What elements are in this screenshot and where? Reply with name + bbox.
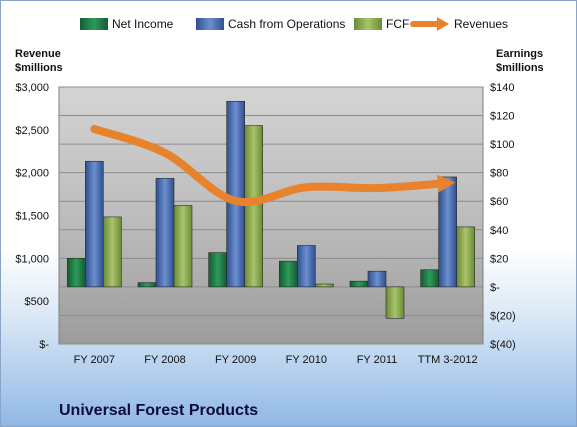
left-axis-title-line1: Revenue — [15, 48, 61, 60]
right-tick-label: $120 — [490, 111, 514, 123]
legend-swatch-fcf — [354, 18, 382, 30]
left-axis-title-line2: $millions — [15, 62, 63, 74]
fcf-bar — [385, 286, 405, 319]
right-tick-label: $(20) — [490, 310, 516, 322]
right-axis-ticks: $(40) $(20) $- $20 $40 $60 $80 $100 $120 $140 — [490, 82, 516, 351]
left-axis-ticks: $- $500 $1,000 $1,500 $2,000 $2,500 $3,000 — [15, 82, 49, 351]
net-income-bar — [349, 280, 369, 288]
cash-from-operations-bar — [85, 160, 104, 288]
left-tick-label: $2,500 — [15, 125, 49, 137]
net-income-bar — [137, 282, 157, 288]
left-tick-label: $1,000 — [15, 253, 49, 265]
fcf-bar — [244, 125, 263, 288]
right-tick-label: $80 — [490, 168, 508, 180]
fcf-bar — [103, 216, 122, 288]
legend-label-net-income: Net Income — [112, 17, 174, 31]
left-tick-label: $1,500 — [15, 211, 49, 223]
right-tick-label: $60 — [490, 196, 508, 208]
plot-area — [58, 86, 484, 345]
right-tick-label: $- — [490, 282, 500, 294]
left-tick-label: $2,000 — [15, 168, 49, 180]
bars-group — [67, 100, 475, 319]
fcf-bar — [315, 283, 334, 288]
x-tick-label: FY 2009 — [215, 354, 256, 366]
x-tick-label: FY 2008 — [144, 354, 185, 366]
x-tick-label: FY 2011 — [357, 354, 398, 366]
legend-arrowhead-revenues — [437, 17, 449, 31]
cash-from-operations-bar — [226, 100, 245, 288]
legend-label-revenues: Revenues — [454, 17, 508, 31]
net-income-bar — [67, 258, 86, 288]
legend-swatch-cash-from-operations — [196, 18, 224, 30]
gridlines — [59, 86, 483, 345]
right-tick-label: $(40) — [490, 339, 516, 351]
chart-title: Universal Forest Products — [59, 402, 258, 419]
left-tick-label: $- — [39, 339, 49, 351]
revenue-line-group — [90, 124, 456, 207]
legend-swatch-net-income — [80, 18, 108, 30]
cash-from-operations-bar — [367, 270, 387, 288]
cash-from-operations-bar — [155, 178, 175, 288]
legend: Net Income Cash from Operations FCF Reve… — [80, 17, 508, 31]
revenues-arrowhead — [437, 174, 456, 193]
net-income-bar — [208, 252, 227, 288]
x-tick-label: FY 2007 — [74, 354, 115, 366]
net-income-bar — [420, 269, 439, 288]
right-axis-title-line1: Earnings — [496, 48, 543, 60]
x-tick-label: FY 2010 — [286, 354, 327, 366]
right-tick-label: $40 — [490, 225, 508, 237]
fcf-bar — [173, 205, 193, 288]
cash-from-operations-bar — [438, 176, 457, 288]
x-tick-label: TTM 3-2012 — [418, 354, 478, 366]
x-axis-ticks: FY 2007 FY 2008 FY 2009 FY 2010 FY 2011 TTM 3… — [74, 354, 478, 366]
legend-label-cash-from-operations: Cash from Operations — [228, 17, 345, 31]
legend-label-fcf: FCF — [386, 17, 409, 31]
right-tick-label: $20 — [490, 253, 508, 265]
right-tick-label: $100 — [490, 139, 514, 151]
fcf-bar — [456, 226, 475, 288]
right-tick-label: $140 — [490, 82, 514, 94]
right-axis-title-line2: $millions — [496, 62, 544, 74]
left-tick-label: $3,000 — [15, 82, 49, 94]
left-tick-label: $500 — [25, 296, 49, 308]
net-income-bar — [279, 260, 298, 288]
cash-from-operations-bar — [297, 245, 316, 288]
revenues-line — [90, 124, 452, 207]
